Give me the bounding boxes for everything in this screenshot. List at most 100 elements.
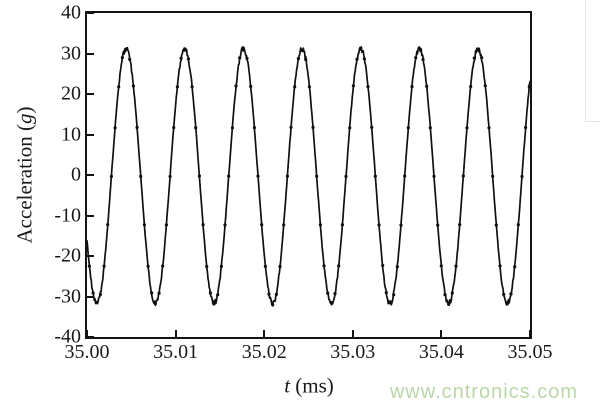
x-tick-label: 35.05 — [507, 341, 553, 363]
y-tick — [87, 52, 94, 55]
data-point-marker — [476, 47, 480, 51]
data-point-marker — [351, 84, 355, 88]
data-point-marker — [348, 126, 352, 130]
x-tick-label: 35.04 — [418, 341, 464, 363]
data-point-marker — [505, 302, 509, 306]
data-point-marker — [384, 291, 388, 295]
data-point-marker — [106, 223, 110, 227]
data-point-marker — [340, 223, 344, 227]
data-point-marker — [450, 291, 454, 295]
plot-area — [85, 11, 532, 339]
data-point-marker — [337, 264, 341, 268]
data-point-marker — [98, 292, 102, 297]
y-tick — [87, 93, 94, 95]
data-point-marker — [164, 223, 168, 227]
data-point-marker — [293, 85, 297, 89]
data-point-marker — [150, 291, 154, 295]
data-point-marker — [487, 126, 491, 130]
waveform-markers — [87, 46, 530, 307]
data-point-marker — [465, 126, 469, 130]
x-tick-label: 35.02 — [241, 341, 287, 363]
data-point-marker — [186, 57, 190, 61]
data-point-marker — [322, 264, 326, 268]
data-point-marker — [480, 56, 484, 60]
data-point-marker — [461, 174, 465, 178]
data-point-marker — [241, 48, 245, 52]
data-point-marker — [513, 265, 517, 269]
x-axis-variable-symbol: t — [284, 373, 291, 398]
data-point-marker — [201, 223, 205, 227]
data-point-marker — [216, 293, 220, 297]
data-point-marker — [168, 174, 172, 179]
data-point-marker — [230, 126, 234, 130]
data-point-marker — [381, 263, 385, 268]
data-point-marker — [399, 223, 403, 227]
data-point-marker — [410, 85, 414, 89]
data-point-marker — [318, 223, 322, 227]
data-point-marker — [274, 292, 278, 296]
data-point-marker — [87, 264, 91, 268]
data-point-marker — [194, 126, 198, 130]
data-point-marker — [208, 291, 212, 295]
data-point-marker — [179, 56, 183, 60]
y-axis-unit-symbol: g — [12, 113, 37, 124]
watermark: www.cntronics.com — [389, 381, 578, 403]
data-point-marker — [469, 84, 473, 89]
waveform-plot — [87, 46, 530, 307]
data-point-marker — [263, 264, 267, 268]
data-point-marker — [406, 126, 410, 130]
data-point-marker — [120, 56, 124, 60]
data-point-marker — [285, 174, 289, 178]
data-point-marker — [95, 300, 99, 304]
adjacent-panel-edge — [585, 0, 600, 122]
data-point-marker — [153, 302, 157, 306]
y-axis-title: Acceleration (g) — [13, 106, 38, 243]
y-tick-label: 10 — [61, 123, 81, 145]
data-point-marker — [421, 57, 425, 62]
x-tick — [86, 330, 88, 337]
data-point-marker — [124, 47, 128, 51]
data-point-marker — [311, 125, 315, 129]
data-point-marker — [403, 174, 407, 178]
data-point-marker — [395, 265, 399, 269]
data-point-marker — [172, 126, 176, 130]
data-point-marker — [414, 56, 418, 60]
x-tick-label: 35.03 — [330, 341, 376, 363]
y-tick — [87, 174, 94, 176]
y-tick-label: -30 — [54, 285, 81, 307]
data-point-marker — [139, 174, 143, 178]
data-point-marker — [344, 174, 348, 178]
data-point-marker — [238, 56, 242, 60]
data-point-marker — [333, 292, 337, 296]
y-axis-title-text: Acceleration ( — [12, 123, 37, 244]
data-point-marker — [516, 223, 520, 227]
data-point-marker — [458, 223, 462, 227]
data-point-marker — [300, 48, 304, 53]
data-point-marker — [432, 174, 436, 178]
data-point-marker — [260, 223, 264, 227]
y-tick — [87, 12, 94, 14]
data-point-marker — [142, 223, 146, 227]
data-point-marker — [245, 56, 249, 60]
data-point-marker — [326, 291, 330, 295]
data-point-marker — [329, 301, 333, 305]
data-point-marker — [436, 223, 440, 227]
data-point-marker — [494, 223, 498, 227]
data-point-marker — [428, 126, 432, 130]
data-point-marker — [252, 126, 256, 130]
data-point-marker — [443, 293, 447, 297]
data-point-marker — [304, 57, 308, 62]
y-tick — [87, 255, 94, 257]
data-point-marker — [234, 84, 238, 88]
data-point-marker — [183, 47, 187, 51]
data-point-marker — [223, 223, 227, 227]
data-point-marker — [359, 46, 363, 50]
data-point-marker — [447, 302, 451, 306]
y-tick-label: 0 — [71, 163, 81, 186]
data-point-marker — [520, 174, 524, 179]
data-point-marker — [117, 85, 121, 89]
data-point-marker — [373, 174, 377, 178]
y-tick-label: -10 — [54, 204, 81, 226]
data-point-marker — [128, 57, 132, 62]
